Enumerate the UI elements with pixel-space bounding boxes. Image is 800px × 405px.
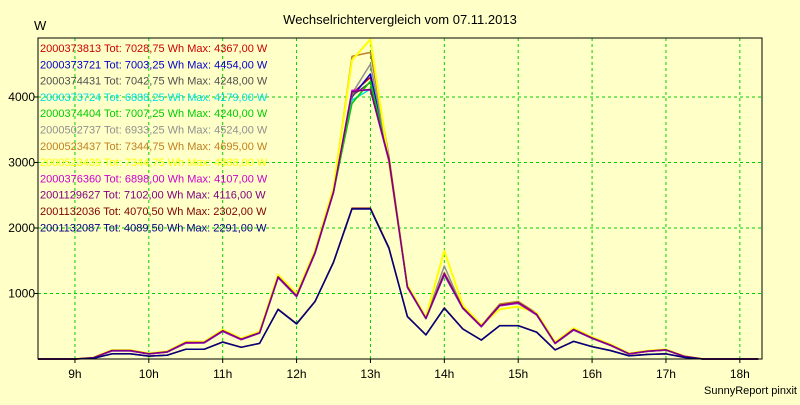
footer-credit: SunnyReport pinxit: [704, 385, 797, 397]
y-axis-label: W: [34, 18, 47, 33]
legend-entry: 2000376360 Tot: 6898,00 Wh Max: 4107,00 …: [40, 173, 268, 185]
legend-entry: 2000502737 Tot: 6933,25 Wh Max: 4524,00 …: [40, 125, 268, 137]
x-tick-label: 11h: [213, 367, 232, 381]
y-tick-label: 1000: [8, 286, 35, 300]
series-line: [38, 88, 759, 360]
x-tick-label: 17h: [656, 367, 676, 381]
legend-entry: 2001132087 Tot: 4089,50 Wh Max: 2291,00 …: [40, 222, 267, 234]
axis-ticks: 9h 10h 11h 12h 13h 14h 15h 16h 17h 18h 1000 2000 300…: [8, 90, 750, 381]
legend-entry: 2001129627 Tot: 7102,00 Wh Max: 4116,00 …: [40, 190, 266, 202]
series-line: [38, 208, 759, 360]
y-tick-label: 3000: [8, 155, 35, 169]
legend-entry: 2000374431 Tot: 7042,75 Wh Max: 4248,00 …: [40, 76, 268, 88]
grid: [38, 38, 762, 359]
y-tick-label: 4000: [8, 90, 35, 104]
chart-title: Wechselrichtervergleich vom 07.11.2013: [283, 12, 517, 27]
legend-entry: 2000523437 Tot: 7344,75 Wh Max: 4695,00 …: [40, 141, 268, 153]
legend-entry: 2000373813 Tot: 7028,75 Wh Max: 4367,00 …: [40, 43, 268, 55]
x-tick-label: 9h: [68, 367, 81, 381]
legend-entry: 2000374404 Tot: 7007,25 Wh Max: 4240,00 …: [40, 108, 268, 120]
legend-entry: 2001132036 Tot: 4070,50 Wh Max: 2302,00 …: [40, 206, 267, 218]
legend-entry: 2000373724 Tot: 6888,25 Wh Max: 4179,00 …: [40, 92, 268, 104]
plot-frame: [37, 37, 763, 360]
x-tick-label: 13h: [360, 367, 380, 381]
legend-entry: 2000523439 Tot: 7344,75 Wh Max: 4888,00 …: [40, 157, 268, 169]
x-tick-label: 14h: [434, 367, 454, 381]
x-tick-label: 12h: [287, 367, 307, 381]
x-tick-label: 10h: [139, 367, 159, 381]
x-tick-label: 16h: [582, 367, 602, 381]
series-lines: [38, 38, 759, 360]
x-tick-label: 18h: [730, 367, 750, 381]
y-tick-label: 2000: [8, 221, 35, 235]
legend: 2000373813 Tot: 7028,75 Wh Max: 4367,00 …: [40, 43, 268, 234]
x-tick-label: 15h: [508, 367, 528, 381]
legend-entry: 2000373721 Tot: 7003,25 Wh Max: 4454,00 …: [40, 59, 268, 71]
